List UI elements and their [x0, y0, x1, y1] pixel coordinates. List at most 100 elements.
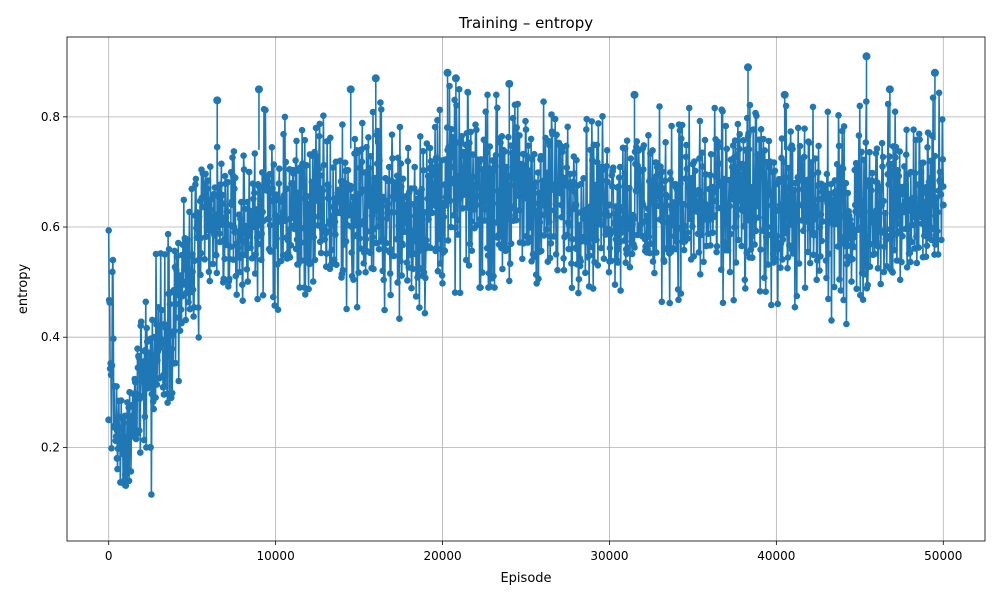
- data-point: [891, 246, 898, 254]
- data-point: [344, 166, 352, 174]
- data-point: [736, 145, 743, 153]
- data-point: [229, 154, 236, 161]
- data-point: [541, 194, 548, 201]
- data-point: [177, 306, 185, 313]
- data-point: [848, 278, 855, 285]
- data-point: [575, 289, 582, 297]
- data-point: [622, 259, 629, 267]
- data-point: [795, 260, 803, 267]
- data-point: [425, 216, 432, 223]
- data-point: [867, 240, 874, 248]
- data-point: [385, 163, 393, 171]
- data-point: [937, 191, 945, 198]
- data-point: [337, 199, 344, 206]
- data-point: [250, 195, 257, 203]
- data-point: [137, 449, 144, 456]
- data-point: [340, 192, 347, 200]
- spike-point: [743, 63, 752, 72]
- data-point: [846, 216, 854, 223]
- x-tick-label: 20000: [423, 549, 461, 563]
- data-point: [737, 171, 745, 179]
- data-point: [801, 125, 808, 132]
- data-point: [361, 169, 369, 176]
- data-point: [292, 157, 299, 164]
- data-point: [268, 144, 276, 151]
- data-point: [463, 204, 471, 211]
- data-point: [894, 167, 902, 174]
- data-point: [512, 149, 520, 157]
- data-point: [883, 232, 891, 240]
- data-point: [836, 184, 844, 192]
- data-point: [404, 277, 411, 284]
- data-point: [188, 185, 195, 193]
- data-point: [936, 168, 944, 176]
- y-tick-label: 0.2: [41, 440, 60, 454]
- data-point: [504, 215, 512, 222]
- data-point: [130, 420, 138, 428]
- data-point: [148, 491, 155, 498]
- data-point: [615, 183, 622, 190]
- data-point: [777, 264, 784, 272]
- data-point: [120, 451, 128, 459]
- trend-point: [188, 251, 196, 259]
- data-point: [140, 436, 148, 444]
- data-point: [750, 217, 758, 224]
- data-point: [390, 209, 397, 216]
- data-point: [546, 254, 554, 262]
- data-point: [328, 246, 336, 254]
- data-point: [818, 237, 826, 245]
- data-point: [651, 197, 659, 205]
- data-point: [598, 221, 605, 228]
- data-point: [828, 317, 835, 324]
- data-point: [672, 245, 680, 253]
- data-point: [362, 268, 369, 276]
- data-point: [594, 262, 602, 269]
- data-point: [770, 159, 778, 166]
- data-point: [726, 202, 733, 210]
- data-point: [525, 234, 533, 242]
- data-point: [246, 229, 254, 236]
- data-point: [824, 108, 832, 116]
- data-point: [882, 209, 889, 217]
- data-point: [190, 313, 197, 320]
- data-point: [226, 275, 233, 283]
- data-point: [541, 184, 549, 192]
- data-point: [547, 240, 555, 247]
- data-point: [895, 220, 903, 227]
- data-point: [751, 241, 758, 248]
- data-point: [563, 164, 571, 171]
- data-point: [712, 197, 720, 205]
- data-point: [645, 233, 653, 240]
- data-point: [109, 268, 116, 276]
- data-point: [121, 412, 129, 420]
- data-point: [251, 270, 259, 277]
- data-point: [379, 267, 387, 275]
- data-point: [673, 186, 681, 193]
- data-point: [915, 244, 922, 251]
- data-point: [768, 301, 775, 309]
- data-point: [881, 243, 888, 250]
- trend-point: [439, 201, 447, 209]
- data-point: [503, 245, 511, 253]
- data-point: [526, 167, 533, 174]
- data-point: [532, 179, 539, 186]
- data-point: [804, 176, 811, 184]
- data-point: [823, 170, 831, 178]
- data-point: [417, 217, 425, 224]
- data-point: [861, 271, 869, 278]
- data-point: [906, 249, 914, 257]
- data-point: [598, 177, 606, 184]
- x-tick-label: 50000: [924, 549, 962, 563]
- data-point: [316, 120, 324, 128]
- data-point: [172, 314, 180, 322]
- trend-point: [163, 322, 171, 330]
- data-point: [793, 292, 801, 300]
- data-point: [922, 189, 929, 197]
- data-point: [688, 214, 695, 222]
- data-point: [810, 251, 817, 259]
- data-point: [576, 221, 583, 229]
- data-point: [646, 249, 654, 257]
- data-point: [791, 186, 798, 194]
- data-point: [611, 281, 619, 289]
- data-point: [110, 335, 117, 343]
